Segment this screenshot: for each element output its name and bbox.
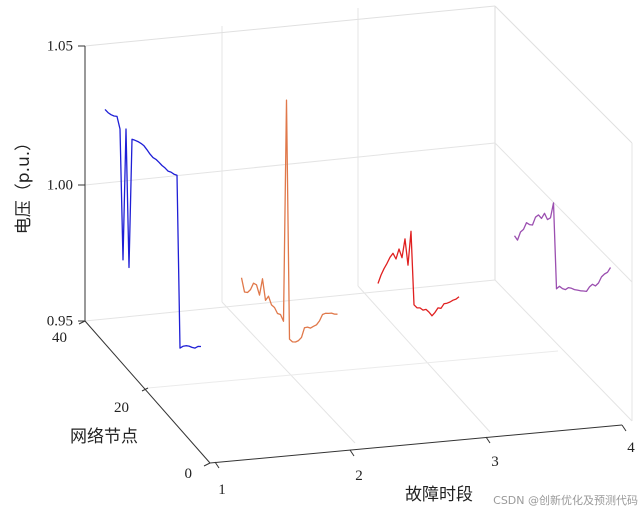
z-tick-label-100: 1.00 xyxy=(47,177,73,193)
series-line-2 xyxy=(240,99,338,343)
floor-grid-x3 xyxy=(357,285,491,433)
series-line-3 xyxy=(377,230,460,317)
x-axis-title: 故障时段 xyxy=(405,485,473,505)
z-tick-label-105: 1.05 xyxy=(47,38,73,54)
x-tick-label-2: 2 xyxy=(355,468,363,484)
watermark: CSDN @创新优化及预测代码 xyxy=(493,493,638,507)
y-axis-title: 网络节点 xyxy=(70,427,138,447)
right-wall-top xyxy=(494,5,633,144)
floor-grid-y20 xyxy=(147,350,559,389)
series-line-1 xyxy=(104,108,202,349)
z-tick-label-095: 0.95 xyxy=(47,313,73,329)
depth-axis xyxy=(84,320,211,464)
x-tick-label-4: 4 xyxy=(627,440,635,456)
x-tick-label-1: 1 xyxy=(218,482,226,498)
y-tick-label-0: 0 xyxy=(185,466,193,482)
chart-box xyxy=(84,5,633,464)
z-axis-title: 电压（p.u.） xyxy=(14,134,34,234)
y-tick-label-20: 20 xyxy=(114,400,129,416)
floor-grid-x2 xyxy=(221,301,356,444)
y-tick-label-40: 40 xyxy=(52,330,67,346)
series-layer xyxy=(104,99,612,349)
series-line-4 xyxy=(513,202,612,293)
back-floor-edge xyxy=(84,279,496,322)
back-grid-z100 xyxy=(84,142,496,186)
right-wall-floor xyxy=(494,279,633,422)
right-wall-mid xyxy=(494,142,633,283)
front-x-axis xyxy=(209,424,623,464)
x-tick-label-3: 3 xyxy=(491,454,499,470)
back-top-edge xyxy=(84,5,496,47)
tick-marks xyxy=(78,45,627,469)
